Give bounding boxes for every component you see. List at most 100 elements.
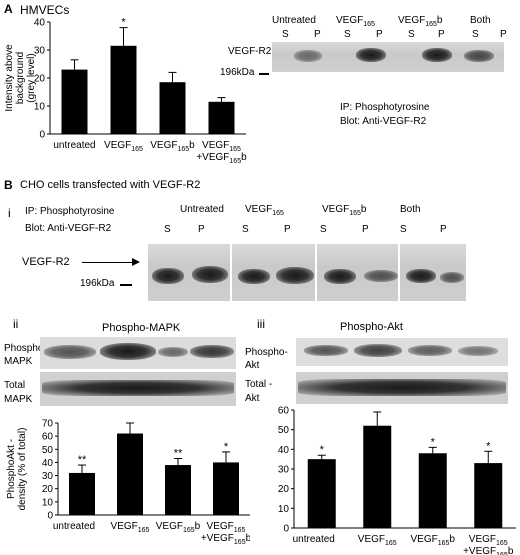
significance-mark: ** — [78, 454, 87, 466]
x-tick-label-1: untreated — [53, 521, 95, 532]
bar-4 — [474, 463, 503, 528]
y-tick-label: 30 — [34, 46, 46, 57]
panel-b-title: CHO cells transfected with VEGF-R2 — [20, 179, 201, 191]
a-group-labels: Untreated VEGF165 VEGF165b Both — [0, 0, 520, 28]
bar-3 — [159, 82, 186, 134]
y-tick-label: 20 — [278, 484, 290, 495]
bar-4 — [208, 101, 235, 134]
y-tick-label: 70 — [42, 419, 54, 430]
x-tick-label-4: VEGF165+VEGF165b — [196, 140, 247, 165]
y-tick-label: 0 — [39, 130, 45, 141]
a-kda-label: 196kDa — [220, 67, 255, 78]
y-tick-label: 40 — [42, 458, 54, 469]
significance-mark: * — [320, 444, 325, 456]
b-ip-label: IP: Phosphotyrosine — [25, 206, 115, 217]
y-tick-label: 50 — [42, 445, 54, 456]
arrow-right-icon — [132, 258, 140, 266]
panel-a-letter: A — [4, 2, 13, 16]
bar-2 — [363, 425, 392, 528]
panel-a-title: HMVECs — [20, 3, 70, 17]
bar-4 — [213, 462, 239, 515]
mapk-phospho-blot — [40, 337, 236, 369]
b-lane-2: P — [198, 224, 205, 235]
akt-row1-label-a: Phospho- — [245, 347, 288, 358]
y-axis-label: PhosphoAkt - — [6, 439, 17, 499]
significance-mark: * — [431, 436, 436, 448]
bar-1 — [61, 69, 88, 134]
a-kda-tick — [259, 73, 269, 75]
y-tick-label: 20 — [42, 484, 54, 495]
bar-1 — [69, 472, 95, 515]
a-group-label-4: Both — [470, 15, 491, 26]
a-western-blot — [272, 42, 504, 72]
a-group-label-1: Untreated — [272, 15, 316, 26]
akt-phospho-blot — [296, 338, 508, 366]
akt-row2-label-b: Akt — [245, 393, 260, 404]
y-tick-label: 20 — [34, 74, 46, 85]
a-lane-3: S — [344, 29, 351, 40]
y-tick-label: 0 — [47, 511, 53, 522]
mapk-row1-label-b: MAPK — [4, 356, 33, 367]
significance-mark: * — [486, 440, 491, 452]
b-lane-1: S — [164, 224, 171, 235]
b-group-label-4: Both — [400, 204, 421, 215]
a-lane-2: P — [314, 29, 321, 40]
panel-b-ii-bar-chart: 0 10 20 30 40 50 60 70 ** untreated VEGF165 ** VEGF1… — [6, 419, 250, 546]
y-axis-label: background — [15, 52, 26, 104]
a-lane-5: S — [408, 29, 415, 40]
b-group-label-3: VEGF165b — [322, 204, 367, 217]
a-group-label-2: VEGF165 — [336, 15, 375, 28]
b-group-label-2: VEGF165 — [245, 204, 284, 217]
akt-row1-label-b: Akt — [245, 360, 260, 371]
a-lane-6: P — [438, 29, 445, 40]
y-tick-label: 30 — [42, 471, 54, 482]
a-ip-label: IP: Phosphotyrosine — [340, 102, 430, 113]
bar-3 — [165, 465, 191, 515]
y-tick-label: 30 — [278, 465, 290, 476]
b-western-blot — [148, 244, 466, 301]
a-blot-label: Blot: Anti-VEGF-R2 — [340, 116, 427, 127]
b-kda-tick — [120, 284, 132, 286]
x-tick-label-3: VEGF165b — [411, 534, 456, 547]
x-tick-label-1: untreated — [293, 534, 335, 545]
y-tick-label: 10 — [278, 504, 290, 515]
x-tick-label-3: VEGF165b — [150, 140, 195, 153]
y-tick-label: 40 — [34, 18, 46, 29]
a-lane-1: S — [282, 29, 289, 40]
bar-1 — [307, 459, 336, 528]
akt-row2-label-a: Total - — [245, 379, 273, 390]
mapk-row2-label-a: Total — [4, 380, 26, 391]
b-lane-8: P — [440, 224, 447, 235]
mapk-title: Phospho-MAPK — [102, 322, 181, 334]
b-blot-label: Blot: Anti-VEGF-R2 — [25, 223, 112, 234]
bar-3 — [418, 453, 447, 528]
y-tick-label: 60 — [278, 406, 290, 417]
y-axis-label: density (% of total) — [17, 428, 28, 511]
x-tick-label-4: VEGF165+VEGF165b — [201, 521, 250, 546]
b-arrow-line — [82, 262, 134, 263]
significance-mark: * — [121, 17, 126, 29]
x-tick-label-3: VEGF165b — [156, 521, 201, 534]
x-tick-label-4: VEGF165+VEGF165b — [463, 534, 514, 555]
akt-title: Phospho-Akt — [340, 321, 403, 333]
y-axis-label: Intensity above — [4, 44, 15, 112]
x-tick-label-2: VEGF165 — [111, 521, 150, 534]
y-tick-label: 50 — [278, 425, 290, 436]
y-tick-label: 10 — [34, 102, 46, 113]
significance-mark: * — [224, 441, 229, 453]
a-lane-4: P — [376, 29, 383, 40]
b-lane-7: S — [400, 224, 407, 235]
panel-b-iii-bar-chart: 0 10 20 30 40 50 60 * untreated VEGF165 * VEGF165b *… — [278, 406, 516, 555]
b-marker-label: VEGF-R2 — [22, 256, 70, 268]
panel-b-iii-label: iii — [257, 317, 265, 331]
b-kda-label: 196kDa — [80, 278, 115, 289]
panel-b-i-label: i — [8, 206, 11, 220]
panel-b-letter: B — [4, 178, 13, 192]
y-axis-label: (grey level) — [26, 53, 37, 102]
x-tick-label-1: untreated — [53, 140, 95, 151]
b-group-label-1: Untreated — [180, 204, 224, 215]
y-tick-label: 40 — [278, 445, 290, 456]
significance-mark: ** — [174, 447, 183, 459]
b-lane-5: S — [320, 224, 327, 235]
bar-2 — [110, 45, 137, 134]
